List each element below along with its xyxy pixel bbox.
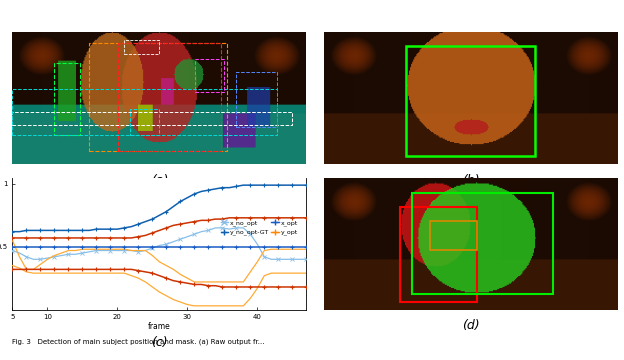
Bar (195, 59, 224, 92)
Bar (430, 221, 477, 250)
Bar (412, 193, 553, 294)
X-axis label: frame: frame (148, 322, 171, 331)
Bar (406, 46, 535, 157)
Bar (401, 207, 477, 302)
Bar (89, 43, 227, 151)
Text: Fig. 3   Detection of main subject position and mask. (a) Raw output fr...: Fig. 3 Detection of main subject positio… (12, 338, 265, 345)
Bar (12, 89, 277, 135)
Text: (a): (a) (151, 174, 168, 186)
Bar (119, 43, 221, 151)
Text: (d): (d) (462, 319, 480, 332)
Bar (406, 46, 535, 157)
Bar (54, 63, 80, 135)
Text: (c): (c) (151, 336, 168, 349)
Legend: x_no_opt, y_no_opt-GT, x_opt, y_opt: x_no_opt, y_no_opt-GT, x_opt, y_opt (218, 218, 300, 238)
Bar (130, 109, 159, 135)
Bar (236, 72, 277, 127)
Text: (b): (b) (462, 174, 480, 186)
Bar (12, 112, 291, 125)
Bar (124, 40, 159, 54)
